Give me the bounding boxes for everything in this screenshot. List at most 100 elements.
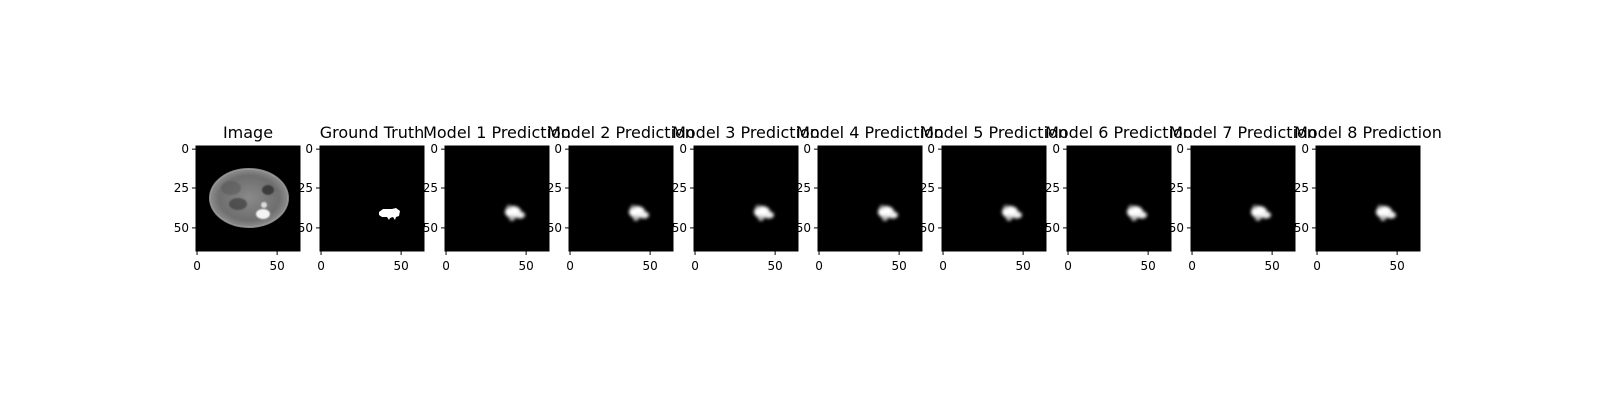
y-tick-label: 25 [1169, 181, 1184, 195]
panel-title: Image [223, 123, 273, 142]
prediction-blob [1376, 205, 1396, 221]
y-tick-label: 25 [920, 181, 935, 195]
x-tick-label: 0 [1064, 259, 1072, 273]
y-tick-label: 0 [305, 142, 313, 156]
x-tick-label: 0 [566, 259, 574, 273]
axes-frame [1315, 145, 1421, 252]
y-tick-label: 25 [796, 181, 811, 195]
y-tick-label: 25 [1045, 181, 1060, 195]
prediction-blob [1002, 205, 1022, 221]
x-tick-label: 50 [642, 259, 657, 273]
panel-title: Model 1 Prediction [423, 123, 571, 142]
y-tick-label: 50 [423, 221, 438, 235]
axes-frame [444, 145, 550, 252]
prediction-blob [1127, 205, 1147, 221]
prediction-blob [878, 205, 898, 221]
tissue-shading [221, 181, 241, 195]
x-tick-label: 0 [815, 259, 823, 273]
axes-frame [319, 145, 425, 252]
x-tick-label: 50 [1015, 259, 1030, 273]
axes-frame [1066, 145, 1172, 252]
prediction-blob [629, 205, 649, 221]
x-tick-label: 50 [518, 259, 533, 273]
y-tick-label: 25 [547, 181, 562, 195]
x-tick-label: 0 [442, 259, 450, 273]
axes-frame [568, 145, 674, 252]
x-tick-label: 50 [767, 259, 782, 273]
tumor-mask [379, 208, 400, 220]
axes-frame [195, 145, 301, 252]
tumor-spot [261, 202, 267, 208]
panel-title: Model 4 Prediction [796, 123, 944, 142]
y-tick-label: 50 [672, 221, 687, 235]
panel-title: Model 5 Prediction [920, 123, 1068, 142]
panel-title: Ground Truth [320, 123, 425, 142]
image-area [1191, 146, 1295, 251]
y-tick-label: 0 [1176, 142, 1184, 156]
prediction-blob [754, 205, 774, 221]
y-tick-label: 50 [796, 221, 811, 235]
y-tick-label: 50 [1294, 221, 1309, 235]
y-tick-label: 0 [679, 142, 687, 156]
prediction-blob [1251, 205, 1271, 221]
ventricle-left [229, 198, 247, 210]
y-tick-label: 25 [1294, 181, 1309, 195]
y-tick-label: 0 [430, 142, 438, 156]
image-area [1067, 146, 1171, 251]
image-area [818, 146, 922, 251]
x-tick-label: 50 [393, 259, 408, 273]
x-tick-label: 50 [1264, 259, 1279, 273]
y-tick-label: 0 [927, 142, 935, 156]
y-tick-label: 50 [920, 221, 935, 235]
ventricle-right [262, 185, 274, 195]
y-tick-label: 0 [1301, 142, 1309, 156]
y-tick-label: 0 [803, 142, 811, 156]
panel-2: Ground Truth 0 25 50 0 50 [298, 123, 425, 273]
y-tick-label: 25 [423, 181, 438, 195]
image-area [320, 146, 424, 251]
y-tick-label: 50 [174, 221, 189, 235]
x-tick-label: 50 [891, 259, 906, 273]
brain-outline [209, 168, 289, 228]
x-tick-label: 50 [269, 259, 284, 273]
y-tick-label: 50 [1045, 221, 1060, 235]
axes-frame [1190, 145, 1296, 252]
prediction-blob [505, 205, 525, 221]
y-tick-label: 25 [298, 181, 313, 195]
tumor-region [256, 209, 270, 219]
x-tick-label: 0 [193, 259, 201, 273]
panel-title: Model 8 Prediction [1294, 123, 1442, 142]
y-tick-label: 25 [672, 181, 687, 195]
y-tick-label: 50 [1169, 221, 1184, 235]
x-tick-label: 50 [1389, 259, 1404, 273]
x-tick-label: 0 [1188, 259, 1196, 273]
image-area [694, 146, 798, 251]
image-area [1316, 146, 1420, 251]
x-tick-label: 50 [1140, 259, 1155, 273]
y-tick-label: 25 [174, 181, 189, 195]
y-tick-label: 50 [298, 221, 313, 235]
panel-title: Model 7 Prediction [1169, 123, 1317, 142]
image-area [942, 146, 1046, 251]
panel-title: Model 3 Prediction [672, 123, 820, 142]
panel-1: Image 0 25 50 0 50 [174, 123, 301, 273]
y-tick-label: 50 [547, 221, 562, 235]
panel-title: Model 6 Prediction [1045, 123, 1193, 142]
y-tick-label: 0 [554, 142, 562, 156]
y-tick-label: 0 [181, 142, 189, 156]
axes-frame [941, 145, 1047, 252]
x-tick-label: 0 [691, 259, 699, 273]
y-tick-label: 0 [1052, 142, 1060, 156]
axes-frame [817, 145, 923, 252]
panel-title: Model 2 Prediction [547, 123, 695, 142]
image-area [569, 146, 673, 251]
